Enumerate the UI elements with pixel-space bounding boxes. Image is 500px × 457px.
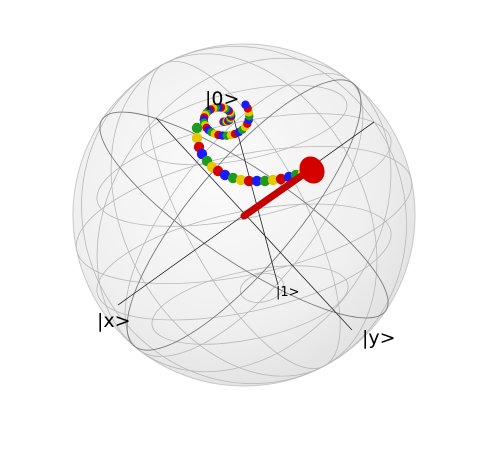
trajectory-point: [219, 169, 231, 181]
trajectory-point: [251, 175, 263, 187]
trajectory-point: [275, 173, 287, 185]
label-zero: |0>: [205, 88, 239, 110]
trajectory-point: [191, 132, 203, 144]
label-x: |x>: [97, 310, 131, 332]
label-y: |y>: [362, 327, 396, 349]
trajectory-point: [235, 174, 247, 186]
trajectory-point: [241, 100, 250, 109]
sphere-wireframe: [75, 45, 413, 385]
label-one: |1>: [276, 285, 300, 300]
z-axis-line: [231, 111, 279, 286]
state-vector-head: [299, 156, 325, 184]
trajectory-point: [191, 122, 203, 134]
state-vector: [240, 156, 325, 220]
trajectory-point: [267, 174, 279, 186]
trajectory-point: [227, 172, 239, 184]
trajectory-point: [243, 175, 255, 187]
state-vector-shaft: [240, 170, 308, 220]
trajectory-points: [191, 100, 314, 187]
trajectory-point: [259, 175, 271, 187]
y-axis-line: [155, 117, 353, 331]
